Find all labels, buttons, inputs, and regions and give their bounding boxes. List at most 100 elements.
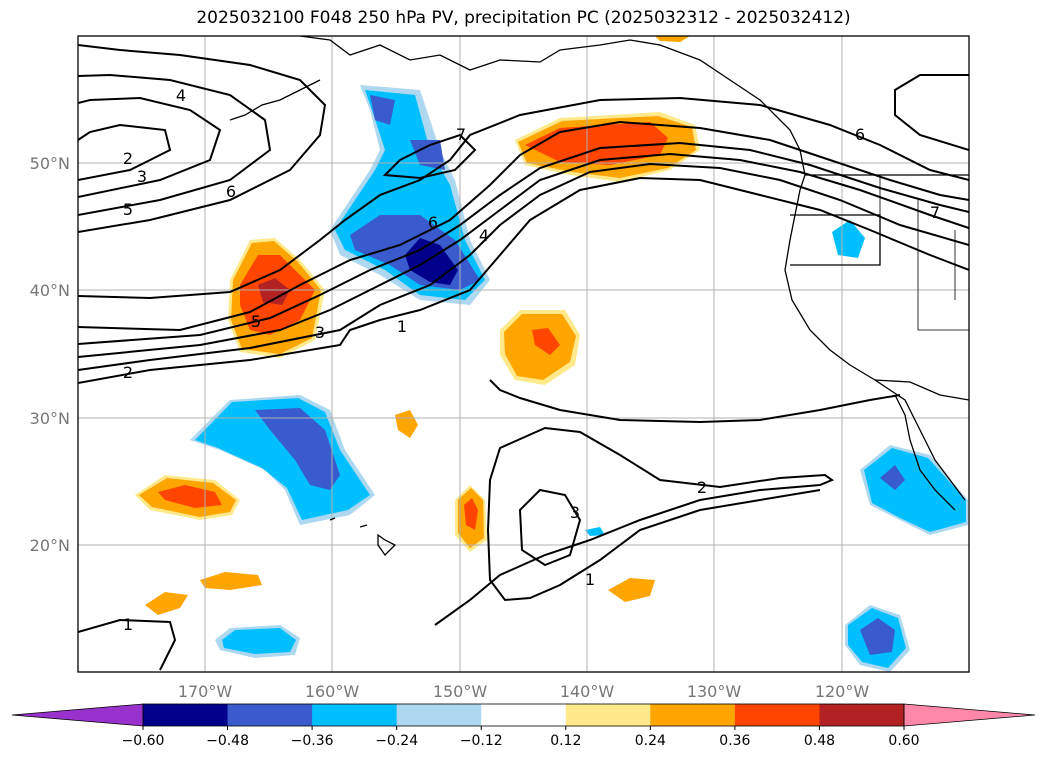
colorbar-bin: [734, 704, 820, 726]
pv-contour-15: [518, 488, 582, 567]
latitude-labels: 50°N 40°N 30°N 20°N: [30, 154, 70, 555]
lon-label-140w: 140°W: [560, 682, 615, 701]
pv-contour-label: 4: [176, 86, 186, 105]
pv-contour-14: [434, 426, 835, 626]
pv-contour-label: 7: [456, 125, 466, 144]
lon-label-120w: 120°W: [815, 682, 870, 701]
precip-blob-se-blue: [880, 465, 905, 490]
aleutians: [229, 79, 321, 121]
pv-contour-8: [78, 44, 327, 233]
pv-contour-label: 3: [570, 503, 580, 522]
precip-blob-small-cyan: [585, 527, 605, 536]
pv-contour-10: [78, 96, 222, 198]
west-coast: [784, 189, 966, 501]
colorbar-tick-label: 0.12: [550, 733, 581, 749]
pv-contour-16: [489, 379, 901, 424]
pv-contour-11: [78, 123, 172, 181]
pv-contour-label: 4: [479, 226, 489, 245]
hawaii: [329, 517, 397, 557]
pv-contour-3: [78, 162, 969, 371]
pv-contour-label: 6: [855, 125, 865, 144]
pv-contour-label: 5: [251, 312, 261, 331]
lat-label-30: 30°N: [30, 409, 70, 428]
colorbar-bin: [227, 704, 313, 726]
colorbar: −0.60 −0.48 −0.36 −0.24 −0.12 0.12 0.24 0.36 0.4…: [11, 703, 1036, 749]
pv-contour-12: [382, 133, 477, 180]
precip-blob-c-red: [464, 498, 478, 530]
colorbar-tick-label: −0.24: [375, 733, 418, 749]
colorbar-tick-label: 0.36: [719, 733, 750, 749]
precip-blob-nw-blue: [350, 95, 480, 290]
pv-contour-label: 6: [428, 213, 438, 232]
colorbar-extend-low: [11, 703, 144, 727]
colorbar-bin: [312, 704, 398, 726]
map-title: 2025032100 F048 250 hPa PV, precipitatio…: [196, 8, 851, 28]
pv-contour-1: [78, 618, 177, 671]
precip-blob-small5: [655, 36, 690, 42]
map-gridlines: [78, 36, 969, 672]
pv-contour-label: 1: [397, 317, 407, 336]
precip-blob-west-darkred: [258, 278, 290, 305]
pv-contour-label: 1: [123, 615, 133, 634]
precip-blob-ne-light: [832, 220, 865, 258]
lon-label-170w: 170°W: [178, 682, 233, 701]
precip-blob-sw-cyan: [222, 628, 296, 654]
pv-contour-2: [78, 176, 969, 384]
pv-contour-13: [894, 74, 969, 151]
precip-blob-cw-cyan: [195, 398, 370, 520]
pv-contour-7: [78, 96, 969, 300]
colorbar-frame: [142, 703, 905, 727]
precip-blob-small2: [200, 572, 262, 590]
colorbar-tick-label: 0.24: [635, 733, 666, 749]
precip-blob-small1: [395, 410, 418, 438]
pv-contour-5: [78, 141, 969, 345]
pv-contour-label: 2: [697, 478, 707, 497]
colorbar-tick-label: −0.60: [122, 733, 165, 749]
lat-label-20: 20°N: [30, 536, 70, 555]
pv-contours: [78, 44, 969, 671]
pv-contour-label: 3: [137, 167, 147, 186]
precip-blob-lw-red: [158, 485, 222, 508]
lon-label-130w: 130°W: [687, 682, 742, 701]
pv-contour-label: 2: [123, 363, 133, 382]
pv-contour-label: 3: [315, 323, 325, 342]
pv-contour-label: 2: [123, 149, 133, 168]
precip-blob-se-cyan: [864, 448, 966, 532]
lat-label-50: 50°N: [30, 154, 70, 173]
pv-contour-label: 6: [226, 182, 236, 201]
pv-contour-9: [78, 73, 272, 216]
precip-blob-s-blue: [860, 618, 895, 655]
lat-label-40: 40°N: [30, 281, 70, 300]
colorbar-tick-label: −0.48: [206, 733, 249, 749]
colorbar-tick-label: 0.48: [804, 733, 835, 749]
precip-blob-mid-red: [532, 328, 560, 355]
lon-label-150w: 150°W: [433, 682, 488, 701]
pv-contour-label: 1: [585, 570, 595, 589]
baja: [894, 394, 956, 511]
mexico-border: [874, 379, 969, 401]
plot-frame: [77, 35, 970, 673]
pv-contour-label: 5: [123, 200, 133, 219]
precip-blob-small4: [608, 578, 655, 602]
longitude-labels: 170°W 160°W 150°W 140°W 130°W 120°W: [178, 682, 870, 701]
alaska-coast: [299, 36, 806, 191]
colorbar-bin: [819, 704, 905, 726]
colorbar-tick-label: −0.36: [291, 733, 334, 749]
pv-contour-label: 7: [930, 203, 940, 222]
colorbar-extend-high: [903, 703, 1036, 727]
colorbar-bin: [481, 704, 567, 726]
lon-label-160w: 160°W: [305, 682, 360, 701]
colorbar-bin: [143, 704, 229, 726]
precip-blob-small3: [145, 592, 188, 615]
colorbar-bin: [396, 704, 482, 726]
precip-blob-cw-blue: [255, 408, 340, 490]
precip-shading: [135, 36, 968, 672]
pv-contour-6: [78, 120, 969, 332]
colorbar-tick-label: 0.60: [888, 733, 919, 749]
colorbar-bin: [650, 704, 736, 726]
colorbar-bin: [565, 704, 651, 726]
colorbar-tick-label: −0.12: [460, 733, 503, 749]
